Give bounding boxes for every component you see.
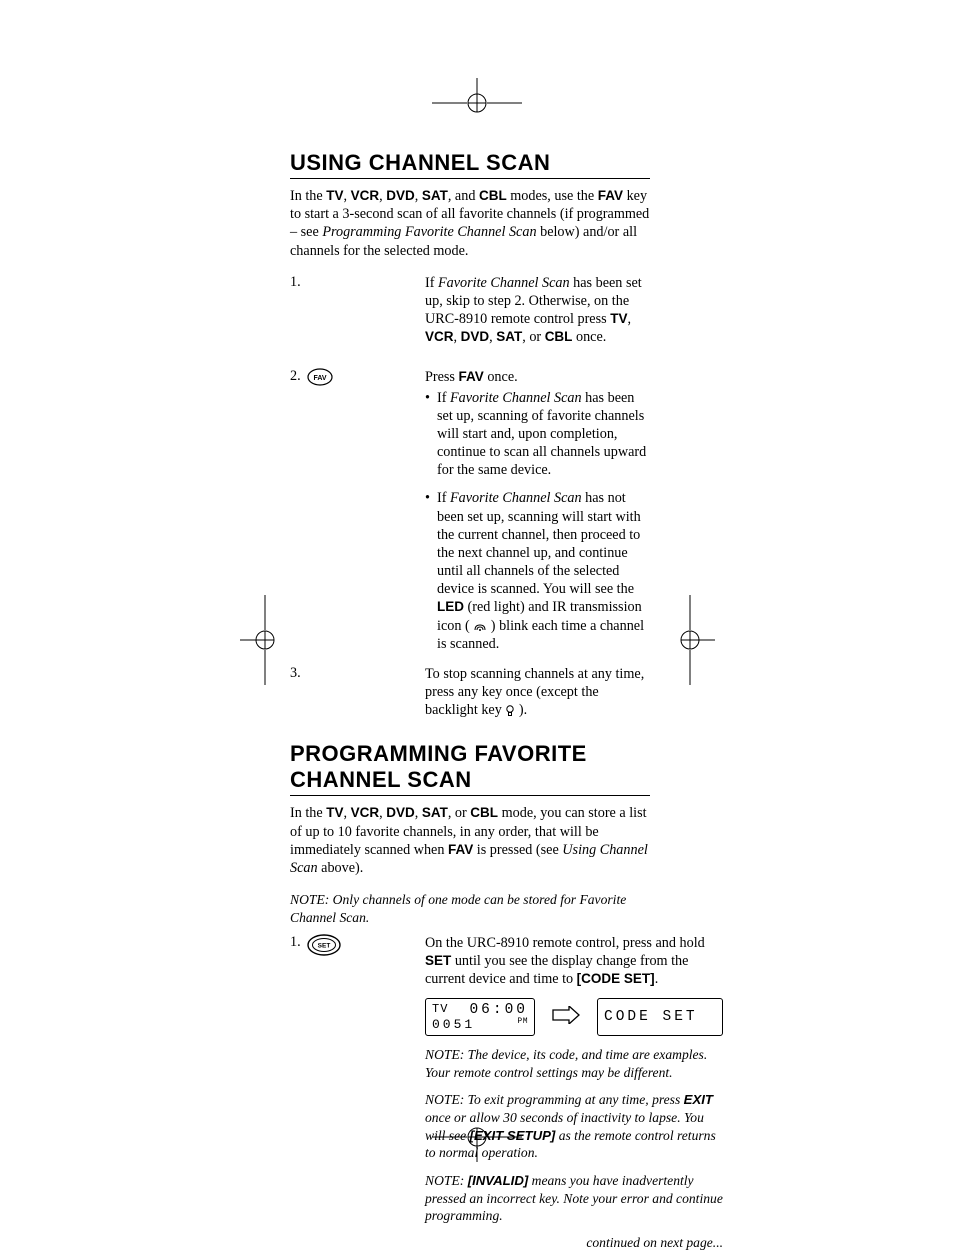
section1-intro: In the TV, VCR, DVD, SAT, and CBL modes,…	[290, 187, 650, 260]
svg-text:SET: SET	[317, 942, 330, 949]
step3-text: To stop scanning channels at any time, p…	[425, 665, 650, 720]
note-invalid: NOTE: [INVALID] means you have inadverte…	[425, 1172, 723, 1225]
bullet-icon: •	[425, 489, 437, 653]
step1b-text: On the URC-8910 remote control, press an…	[425, 934, 723, 989]
lcd-code: 0051	[432, 1018, 475, 1032]
step-number: 1.	[290, 274, 307, 292]
svg-text:FAV: FAV	[313, 375, 326, 382]
lcd-ampm: PM	[517, 1018, 528, 1032]
step2-lead: Press FAV once.	[425, 368, 650, 386]
arrow-icon	[551, 1006, 581, 1029]
section-rule	[290, 795, 650, 796]
lcd-time: 06:00	[469, 1003, 528, 1018]
page-content: USING CHANNEL SCAN In the TV, VCR, DVD, …	[290, 150, 650, 1252]
section2-intro: In the TV, VCR, DVD, SAT, or CBL mode, y…	[290, 804, 650, 877]
note-exit: NOTE: To exit programming at any time, p…	[425, 1091, 723, 1162]
continued-label: continued on next page...	[425, 1234, 723, 1251]
step-2: 2. FAV Press FAV once. • If Favorite Cha…	[290, 368, 650, 653]
section-rule	[290, 178, 650, 179]
note-modes: NOTE: Only channels of one mode can be s…	[290, 891, 650, 926]
section-title-programming-favorite: PROGRAMMING FAVORITE CHANNEL SCAN	[290, 741, 650, 793]
section-title-using-channel-scan: USING CHANNEL SCAN	[290, 150, 650, 176]
set-button-icon: SET	[307, 934, 341, 962]
step-number: 3.	[290, 665, 307, 683]
fav-button-icon: FAV	[307, 368, 333, 392]
step-1b: 1. SET On the URC-8910 remote control, p…	[290, 934, 650, 1252]
lcd-device: TV	[432, 1003, 448, 1018]
step-number: 2.	[290, 368, 307, 386]
step2-bullet2: If Favorite Channel Scan has not been se…	[437, 489, 650, 653]
bullet-icon: •	[425, 389, 437, 480]
lcd-before: TV 06:00 0051 PM	[425, 998, 535, 1036]
step-1: 1. If Favorite Channel Scan has been set…	[290, 274, 650, 357]
step2-bullet1: If Favorite Channel Scan has been set up…	[437, 389, 650, 480]
step1-text: If Favorite Channel Scan has been set up…	[425, 274, 650, 347]
lcd-code-set: CODE SET	[604, 1010, 716, 1025]
lcd-display-row: TV 06:00 0051 PM CODE SET	[425, 998, 723, 1036]
step-3: 3. To stop scanning channels at any time…	[290, 665, 650, 720]
lcd-after: CODE SET	[597, 998, 723, 1036]
step-number: 1.	[290, 934, 307, 952]
note-example: NOTE: The device, its code, and time are…	[425, 1046, 723, 1081]
